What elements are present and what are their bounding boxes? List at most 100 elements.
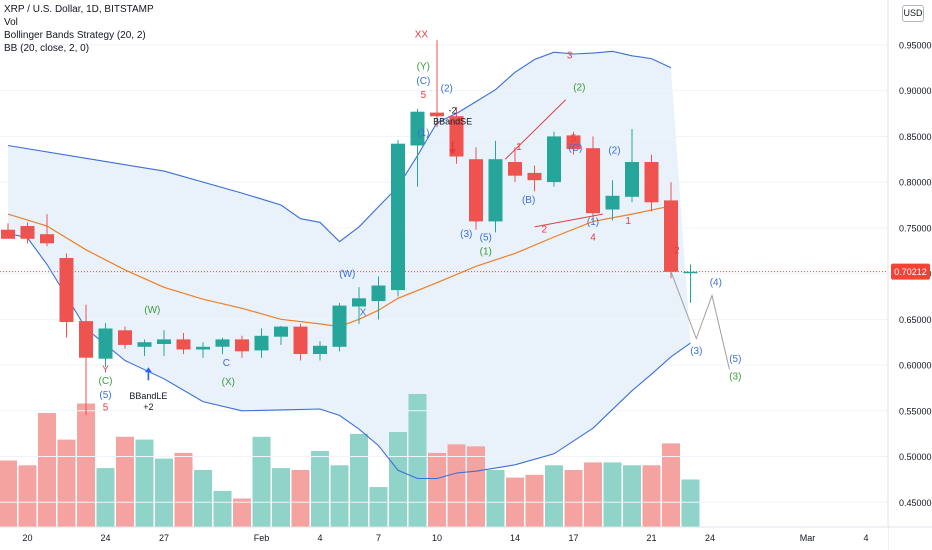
time-tick-label: 20 xyxy=(22,533,32,543)
wave-label: (Y) xyxy=(417,61,430,72)
volume-bar xyxy=(330,465,349,528)
candle-body xyxy=(235,339,249,352)
candle xyxy=(508,147,522,183)
time-tick-label: 10 xyxy=(432,533,442,543)
candle xyxy=(176,333,191,355)
time-axis[interactable]: 20 24 27 Feb 4 7 10 14 17 21 24 Mar 4 xyxy=(0,526,932,550)
volume-bar xyxy=(38,413,56,527)
candle-body xyxy=(488,159,503,222)
candle xyxy=(644,154,659,212)
wave-label: 5 xyxy=(421,90,427,101)
bollinger-indicator-label[interactable]: BB (20, close, 2, 0) xyxy=(4,43,90,54)
down-arrow-head-icon xyxy=(449,149,457,155)
volume-bar xyxy=(57,439,76,527)
strategy-indicator-label[interactable]: Bollinger Bands Strategy (20, 2) xyxy=(4,30,146,41)
symbol-title[interactable]: XRP / U.S. Dollar, 1D, BITSTAMP xyxy=(4,4,154,15)
volume-bar xyxy=(116,436,134,528)
candle-body xyxy=(683,271,698,274)
candle xyxy=(254,328,269,358)
candle xyxy=(157,330,171,356)
volume-bar xyxy=(389,432,407,527)
candlesticks xyxy=(1,40,698,416)
candle xyxy=(527,165,542,192)
candle-body xyxy=(254,335,269,351)
time-tick-label: Feb xyxy=(254,533,270,543)
candle xyxy=(215,337,230,355)
candle xyxy=(98,322,113,367)
candle xyxy=(683,264,698,303)
time-tick-label: 7 xyxy=(376,533,381,543)
time-tick-label: 14 xyxy=(510,533,520,543)
volume-bar xyxy=(486,470,505,527)
volume-bar xyxy=(213,490,232,527)
candle-body xyxy=(196,346,210,350)
wave-label: (1) xyxy=(480,246,492,257)
wave-label: (5) xyxy=(99,390,111,401)
bollinger-band-fill xyxy=(8,51,691,479)
price-axis[interactable]: 0.450000.500000.550000.600000.650000.700… xyxy=(887,0,932,550)
time-tick-label: 21 xyxy=(646,533,656,543)
wave-label: (W) xyxy=(144,305,160,316)
price-grid xyxy=(0,44,888,503)
wave-label: 2 xyxy=(674,245,680,256)
volume-bar xyxy=(233,498,251,527)
chart-legend: XRP / U.S. Dollar, 1D, BITSTAMP Vol Boll… xyxy=(4,3,154,55)
price-tick-label: 0.85000 xyxy=(899,132,932,142)
currency-button[interactable]: USD xyxy=(902,5,924,22)
candle-body xyxy=(644,162,659,203)
wave-label: 2 xyxy=(541,224,547,235)
volume-bar xyxy=(350,433,368,527)
wave-label: (C) xyxy=(99,376,113,387)
wave-label: (C) xyxy=(569,143,583,154)
volume-bar xyxy=(447,444,466,528)
candle-body xyxy=(118,330,132,345)
price-tick-label: 0.60000 xyxy=(899,361,932,371)
time-tick-label: Mar xyxy=(800,533,816,543)
wave-label: 3 xyxy=(567,50,573,61)
wave-label: 4 xyxy=(590,233,596,244)
signal-label: +2 xyxy=(143,402,153,412)
volume-bar xyxy=(623,465,641,528)
time-tick-label: 24 xyxy=(705,533,715,543)
candle-body xyxy=(1,229,15,239)
time-axis-bg xyxy=(0,527,888,550)
volume-bar xyxy=(603,462,622,527)
wave-label: (1) xyxy=(587,217,599,228)
volume-bar xyxy=(467,446,485,528)
candle-body xyxy=(20,226,35,239)
volume-bar xyxy=(584,462,602,527)
wave-label: (X) xyxy=(222,377,235,388)
band-fill-area xyxy=(8,51,691,479)
volume-bar xyxy=(135,439,154,527)
candle xyxy=(137,339,152,356)
volume-indicator-label[interactable]: Vol xyxy=(4,17,18,28)
candle xyxy=(20,222,35,244)
volume-bar xyxy=(77,403,95,527)
wave-label: (B) xyxy=(522,195,535,206)
candle xyxy=(196,342,210,358)
candle xyxy=(625,129,639,203)
wave-label: (3) xyxy=(460,229,472,240)
wave-label: 1 xyxy=(625,216,631,227)
volume-bar xyxy=(0,460,17,527)
price-tick-label: 0.80000 xyxy=(899,178,932,188)
candle xyxy=(605,180,620,221)
wave-label: (4) xyxy=(710,277,722,288)
price-tick-label: 0.45000 xyxy=(899,498,932,508)
wave-label: (2) xyxy=(573,83,585,94)
volume-bar xyxy=(564,470,583,527)
time-tick-label: 4 xyxy=(863,533,868,543)
candle-body xyxy=(410,111,425,146)
candle-body xyxy=(332,305,347,347)
candle xyxy=(586,136,600,221)
candle xyxy=(118,326,132,349)
volume-bar xyxy=(525,474,544,528)
candle-body xyxy=(566,135,581,150)
candle-body xyxy=(137,342,152,347)
candle-body xyxy=(59,258,74,322)
candle-body xyxy=(527,172,542,181)
wave-label: C xyxy=(223,358,230,369)
volume-bar xyxy=(272,468,290,527)
